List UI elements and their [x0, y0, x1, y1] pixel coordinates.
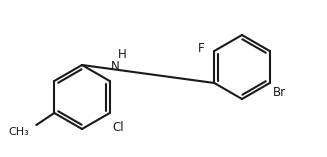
Text: Cl: Cl — [113, 121, 124, 134]
Text: H: H — [118, 49, 126, 62]
Text: Br: Br — [273, 86, 286, 99]
Text: F: F — [198, 43, 204, 56]
Text: N: N — [111, 60, 119, 73]
Text: CH₃: CH₃ — [9, 127, 29, 137]
